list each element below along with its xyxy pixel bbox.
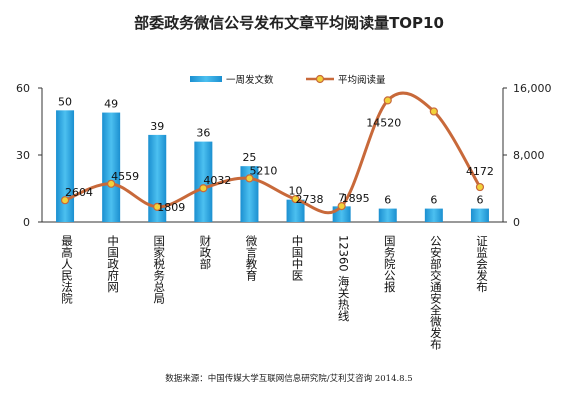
line-point	[383, 96, 392, 105]
line-point	[337, 202, 346, 211]
line-value-label: 14520	[366, 116, 401, 129]
line-value-label: 2604	[65, 186, 93, 199]
category-label: 最高人民法院	[60, 235, 74, 304]
right-tick-label: 16,000	[513, 82, 552, 95]
category-label: 微言教育	[244, 234, 258, 282]
category-label: 12360 海关热线	[337, 235, 351, 321]
category-label: 财政部	[198, 234, 212, 269]
bar-value-label: 25	[242, 151, 256, 164]
left-tick-label: 30	[16, 149, 30, 162]
line-value-label: 4032	[203, 174, 231, 187]
bar-value-label: 50	[58, 95, 72, 108]
bar-value-label: 6	[476, 194, 483, 207]
line-point	[475, 182, 485, 192]
line-value-label: 4559	[111, 170, 139, 183]
bar	[102, 112, 121, 222]
line-point	[153, 202, 162, 211]
bar	[286, 199, 305, 222]
bar-value-label: 36	[196, 127, 210, 140]
right-tick-label: 0	[513, 216, 520, 229]
line-value-label: 2738	[296, 193, 324, 206]
line-point	[291, 194, 300, 204]
line-value-label: 1809	[157, 201, 185, 214]
category-label: 中国中医	[291, 235, 305, 281]
legend-bar-swatch	[190, 76, 222, 82]
line-point	[107, 179, 116, 188]
category-label: 国家税务总局	[152, 235, 166, 305]
bar-value-label: 39	[150, 120, 164, 133]
bar-value-label: 7	[338, 191, 345, 204]
category-label: 证监会发布	[475, 235, 489, 293]
legend-line-label: 平均阅读量	[338, 74, 386, 86]
line-value-label: 1895	[342, 192, 370, 205]
line-point	[245, 174, 254, 183]
legend-bar-label: 一周发文数	[226, 74, 274, 86]
bar-value-label: 10	[289, 185, 303, 198]
left-tick-label: 0	[23, 216, 30, 229]
line-point	[199, 184, 208, 193]
source-note: 数据来源：中国传媒大学互联网信息研究院/艾利艾咨询 2014.8.5	[165, 373, 412, 384]
bar	[194, 141, 213, 222]
line-point	[429, 107, 438, 116]
line-value-label: 5210	[249, 164, 277, 177]
right-tick-label: 8,000	[513, 149, 545, 162]
bar-value-label: 49	[104, 98, 118, 111]
left-tick-label: 60	[16, 82, 30, 95]
bar-value-label: 6	[384, 194, 391, 207]
bar	[424, 208, 443, 222]
series-line-avg-reads	[64, 91, 482, 215]
chart-title: 部委政务微信公号发布文章平均阅读量TOP10	[134, 14, 444, 32]
category-label: 公安部交通安全微发布	[429, 235, 443, 351]
bar	[378, 208, 397, 222]
bar	[470, 208, 489, 222]
category-label: 国务院公报	[383, 235, 397, 293]
legend-line-marker	[315, 74, 325, 84]
bar-value-label: 6	[430, 194, 437, 207]
line-value-label: 4172	[466, 165, 494, 178]
bar	[148, 134, 167, 222]
bar	[56, 110, 75, 222]
category-label: 中国政府网	[106, 235, 120, 293]
line-point	[60, 196, 70, 205]
